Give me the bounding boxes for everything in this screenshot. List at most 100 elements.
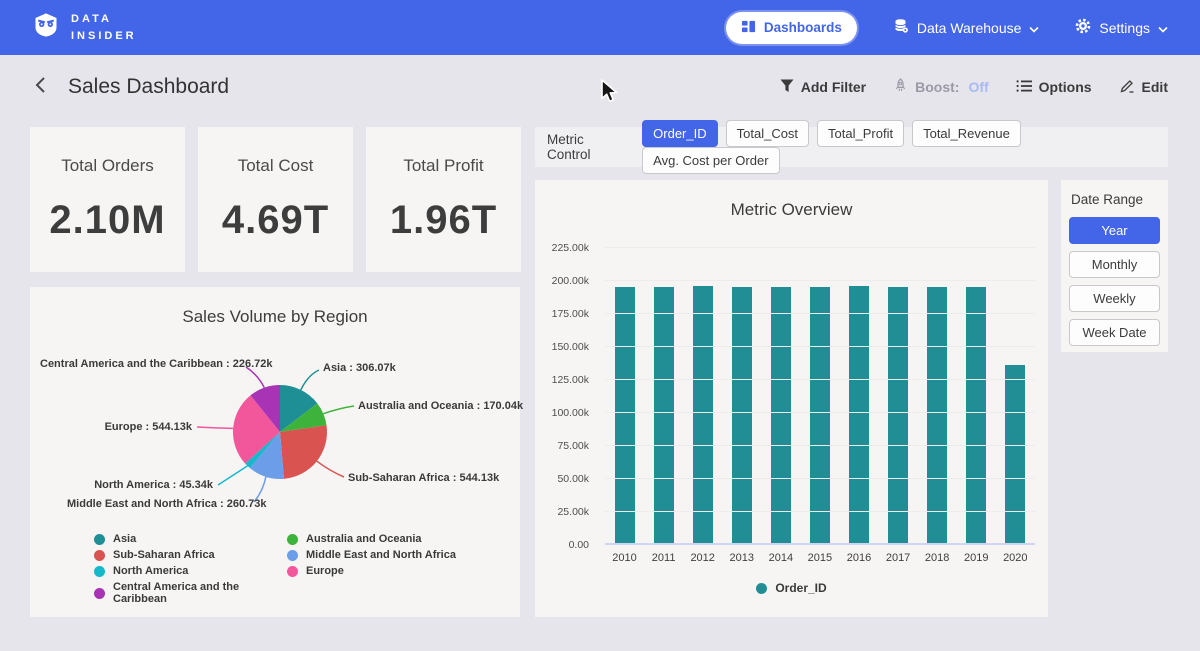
back-button[interactable] (32, 74, 52, 101)
pie-slice-europe[interactable] (232, 395, 280, 464)
bar-2020[interactable] (1005, 365, 1026, 545)
kpi-card-total-cost: Total Cost 4.69T (198, 127, 353, 272)
metric-buttons-group: Order_ID Total_Cost Total_Profit Total_Reve… (642, 120, 1156, 174)
pie-slice-australia-and-oceania[interactable] (280, 403, 327, 432)
pie-chart-legend: Asia Australia and Oceania Sub-Saharan Afr… (94, 533, 456, 605)
options-label: Options (1038, 79, 1092, 95)
bar-2010[interactable] (614, 286, 635, 545)
bar-chart-legend[interactable]: Order_ID (535, 581, 1048, 595)
chevron-down-icon (1029, 20, 1039, 36)
metric-button-total-revenue[interactable]: Total_Revenue (912, 120, 1021, 147)
legend-item-australia-and-oceania[interactable]: Australia and Oceania (287, 533, 456, 545)
legend-label: Order_ID (775, 581, 827, 595)
metric-button-avg-cost-per-order[interactable]: Avg. Cost per Order (642, 147, 780, 174)
pie-chart-title: Sales Volume by Region (182, 307, 368, 326)
rocket-icon (893, 77, 908, 97)
x-tick-label: 2010 (612, 552, 637, 564)
bar-2011[interactable] (653, 286, 674, 545)
legend-item-central-america-and-the-caribbean[interactable]: Central America and the Caribbean (94, 581, 287, 605)
x-tick-label: 2012 (690, 552, 715, 564)
y-tick-label: 175.00k (551, 308, 589, 320)
list-icon (1016, 79, 1032, 96)
legend-dot-icon (94, 587, 105, 599)
bars-group (605, 248, 1035, 545)
bar-2017[interactable] (888, 286, 909, 545)
options-button[interactable]: Options (1016, 79, 1092, 96)
y-tick-label: 0.00 (568, 539, 589, 551)
bar-2014[interactable] (770, 286, 791, 545)
legend-label: North America (113, 565, 189, 577)
add-filter-button[interactable]: Add Filter (780, 79, 866, 96)
legend-label: Europe (306, 565, 344, 577)
legend-dot-icon (94, 533, 105, 545)
edit-label: Edit (1141, 79, 1168, 95)
y-tick-label: 100.00k (551, 407, 589, 419)
gridline (605, 346, 1035, 347)
page-title: Sales Dashboard (68, 75, 230, 98)
date-range-button-weekly[interactable]: Weekly (1069, 285, 1160, 312)
boost-toggle[interactable]: Boost: Off (893, 77, 989, 97)
legend-dot-icon (287, 565, 298, 577)
y-tick-label: 50.00k (557, 473, 589, 485)
legend-item-north-america[interactable]: North America (94, 565, 287, 577)
edit-button[interactable]: Edit (1119, 78, 1168, 97)
pie-slice-central-america-and-the-caribbean[interactable] (250, 385, 280, 432)
pie-callout-middle-east-and-north-africa: Middle East and North Africa : 260.73k (67, 498, 267, 510)
pie-leader-lines (196, 366, 355, 503)
pie-callout-central-america-and-the-caribbean: Central America and the Caribbean : 226.… (40, 358, 273, 370)
bar-2015[interactable] (809, 286, 830, 545)
bar-2018[interactable] (927, 286, 948, 545)
metric-button-total-cost[interactable]: Total_Cost (725, 120, 810, 147)
metric-button-total-profit[interactable]: Total_Profit (817, 120, 905, 147)
legend-dot-icon (287, 533, 298, 545)
legend-label: Middle East and North Africa (306, 549, 456, 561)
bar-2019[interactable] (966, 286, 987, 545)
boost-label: Boost: (915, 79, 960, 95)
legend-label: Sub-Saharan Africa (113, 549, 215, 561)
bar-chart-title: Metric Overview (730, 200, 853, 219)
add-filter-label: Add Filter (800, 79, 867, 95)
data-warehouse-menu[interactable]: Data Warehouse (893, 18, 1040, 37)
gridline (605, 412, 1035, 413)
gridline (605, 247, 1035, 248)
brand-name: DATA INSIDER (71, 13, 137, 42)
bar-2016[interactable] (849, 285, 869, 545)
legend-dot-icon (287, 549, 298, 561)
legend-item-sub-saharan-africa[interactable]: Sub-Saharan Africa (94, 549, 287, 561)
pie-slice-middle-east-and-north-africa[interactable] (249, 432, 284, 479)
legend-item-europe[interactable]: Europe (287, 565, 456, 577)
brand-logo[interactable]: DATA INSIDER (32, 11, 137, 44)
pie-slice-asia[interactable] (280, 385, 318, 432)
pie-callout-asia: Asia : 306.07k (323, 362, 396, 374)
gridline (605, 478, 1035, 479)
settings-menu[interactable]: Settings (1075, 18, 1168, 37)
kpi-label: Total Orders (61, 156, 154, 175)
database-icon (893, 18, 909, 37)
legend-item-middle-east-and-north-africa[interactable]: Middle East and North Africa (287, 549, 456, 561)
pie-callout-europe: Europe : 544.13k (104, 421, 192, 433)
x-tick-label: 2011 (651, 552, 676, 564)
date-range-button-week-date[interactable]: Week Date (1069, 319, 1160, 346)
metric-overview-card: Metric Overview 0.00 25.00k 50.00k 75.00k 10… (535, 180, 1048, 617)
y-tick-label: 150.00k (551, 341, 589, 353)
bar-2012[interactable] (692, 285, 713, 545)
y-tick-label: 225.00k (551, 242, 589, 254)
x-tick-label: 2017 (885, 552, 911, 564)
gridline (605, 511, 1035, 512)
x-tick-label: 2018 (924, 552, 950, 564)
pie-chart (196, 366, 355, 503)
kpi-card-total-orders: Total Orders 2.10M (30, 127, 185, 272)
date-range-button-monthly[interactable]: Monthly (1069, 251, 1160, 278)
pie-slice-sub-saharan-africa[interactable] (280, 425, 327, 479)
bar-2013[interactable] (731, 286, 752, 545)
y-tick-label: 25.00k (557, 506, 589, 518)
metric-button-order-id[interactable]: Order_ID (642, 120, 718, 147)
date-range-button-year[interactable]: Year (1069, 217, 1160, 244)
gridline (605, 379, 1035, 380)
pie-slice-north-america[interactable] (245, 432, 280, 469)
dashboards-button[interactable]: Dashboards (725, 11, 857, 44)
legend-item-asia[interactable]: Asia (94, 533, 287, 545)
x-axis: 2010 2011 2012 2013 2014 2015 2016 2017 2018 2019… (605, 552, 1035, 564)
metric-control-label: Metric Control (547, 132, 591, 162)
gridline (605, 280, 1035, 281)
